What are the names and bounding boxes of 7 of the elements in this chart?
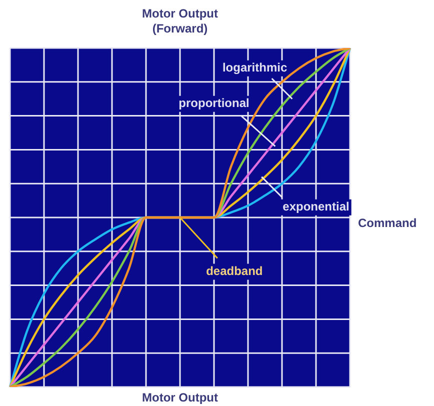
annotation: proportional xyxy=(178,96,250,110)
annotation: exponential xyxy=(282,200,350,214)
annotation: deadband xyxy=(206,264,263,278)
text: Motor Output xyxy=(142,390,218,404)
y-axis-title: Motor Output (Forward) xyxy=(142,6,218,36)
annotation: logarithmic xyxy=(222,60,288,75)
x-axis-title: Command xyxy=(358,216,417,230)
